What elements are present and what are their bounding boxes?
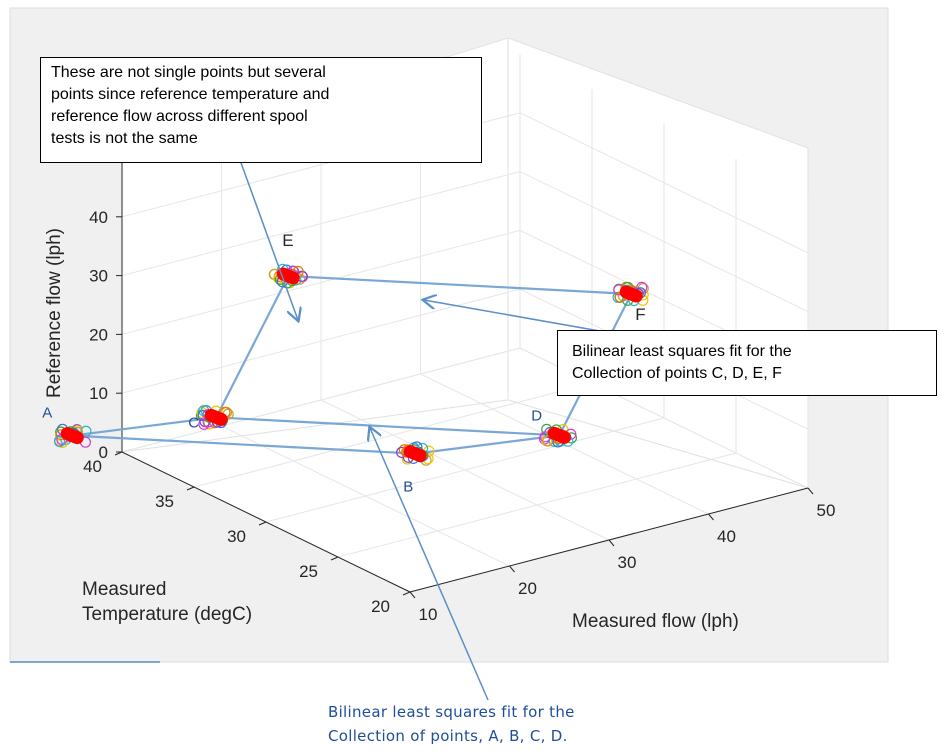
x-tick-mark — [807, 487, 814, 495]
point-marker-c — [214, 412, 228, 426]
annotation-top-line: points since reference temperature and — [51, 86, 330, 103]
x-tick-mark — [509, 565, 515, 573]
x-tick-mark — [708, 513, 714, 521]
y-tick-mark — [258, 521, 267, 526]
z-tick-label: 30 — [89, 267, 108, 286]
y-tick-label: 25 — [299, 562, 318, 581]
y-tick-label: 20 — [371, 597, 390, 616]
fit-line-ef — [288, 274, 632, 296]
z-axis-label: Reference flow (lph) — [44, 228, 65, 398]
arrow-bottom-note-to-plane — [370, 428, 489, 701]
point-marker-d — [557, 430, 571, 444]
point-label-a: A — [42, 405, 52, 422]
point-label-b: B — [403, 479, 413, 496]
point-label-f: F — [635, 305, 645, 324]
y-axis-label-line2: Temperature (degC) — [82, 604, 252, 625]
point-label-e: E — [282, 231, 293, 250]
annotation-box-right: Bilinear least squares fit for the Colle… — [557, 330, 937, 396]
x-tick-mark — [409, 591, 416, 599]
cluster-ring-f — [636, 281, 648, 294]
point-label-c: C — [188, 414, 199, 431]
point-labels: A B C D E F — [42, 231, 645, 496]
annotation-top-line: These are not single points but several — [51, 64, 326, 81]
grid-line — [337, 452, 737, 558]
y-axis-label-line1: Measured — [82, 579, 167, 600]
y-tick-label: 40 — [83, 457, 102, 476]
annotation-right-line: Collection of points C, D, E, F — [572, 365, 782, 382]
annotation-bottom-line: Bilinear least squares fit for the — [328, 703, 575, 721]
x-tick-label: 10 — [419, 605, 438, 624]
fit-line-ab — [72, 434, 416, 455]
point-marker-e — [286, 271, 300, 285]
annotation-right-line: Bilinear least squares fit for the — [572, 343, 792, 360]
cluster-ring-a — [80, 425, 92, 437]
fit-line-cd — [216, 416, 560, 437]
fit-lines — [72, 274, 633, 455]
fit-line-ac — [72, 416, 217, 437]
grid-line — [193, 382, 593, 488]
annotation-top-line: reference flow across different spool — [51, 108, 308, 125]
y-tick-label: 30 — [227, 527, 246, 546]
z-tick-label: 10 — [89, 384, 108, 403]
y-tick-mark — [402, 591, 411, 596]
y-tick-mark — [330, 556, 339, 561]
annotation-box-top: These are not single points but several … — [40, 57, 482, 163]
x-axis-label: Measured flow (lph) — [572, 611, 739, 632]
x-tick-label: 40 — [717, 527, 736, 546]
x-tick-mark — [608, 539, 615, 547]
x-tick-label: 30 — [618, 553, 637, 572]
z-tick-label: 20 — [89, 325, 108, 344]
z-tick-label: 40 — [89, 208, 108, 227]
fit-line-ce — [215, 275, 290, 418]
x-tick-label: 20 — [518, 579, 537, 598]
annotation-bottom-line: Collection of points, A, B, C, D. — [328, 727, 568, 745]
grid-line — [265, 417, 665, 523]
arrow-top-box-to-c — [239, 159, 298, 320]
z-tick-label: 0 — [99, 443, 108, 462]
annotation-top-line: tests is not the same — [51, 130, 198, 147]
annotation-bottom-note: Bilinear least squares fit for the Colle… — [328, 700, 575, 748]
y-tick-label: 35 — [155, 492, 174, 511]
point-marker-b — [413, 449, 427, 463]
point-marker-a — [70, 431, 84, 445]
x-tick-label: 50 — [817, 501, 836, 520]
point-marker-f — [629, 289, 643, 303]
cluster-ring-a — [54, 435, 66, 448]
y-tick-mark — [186, 486, 195, 491]
point-label-d: D — [531, 407, 542, 424]
fit-line-bd — [415, 434, 560, 455]
